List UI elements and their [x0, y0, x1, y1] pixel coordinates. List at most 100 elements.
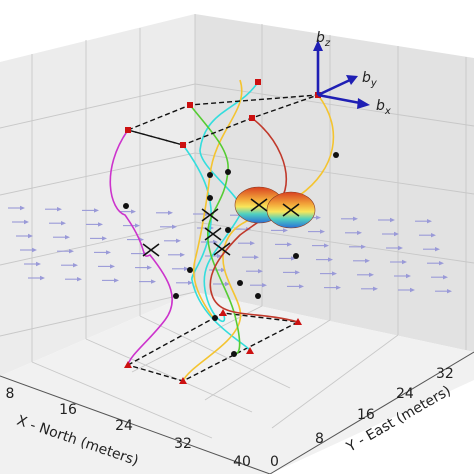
wind-arrowhead — [36, 261, 41, 267]
wind-arrowhead — [20, 205, 25, 211]
y-tick-label: 8 — [315, 431, 324, 447]
wind-arrowhead — [32, 247, 37, 253]
wind-arrowhead — [57, 207, 62, 212]
wind-arrowhead — [147, 265, 152, 270]
corner-marker — [219, 309, 227, 316]
wind-arrowhead — [353, 216, 358, 221]
wind-arrowhead — [94, 208, 99, 213]
waypoint-dot — [231, 351, 237, 357]
wind-arrowhead — [262, 283, 267, 288]
rotor-centers — [250, 198, 300, 217]
x-marker — [204, 227, 222, 241]
wind-arrowhead — [328, 257, 333, 262]
wind-arrowhead — [73, 263, 78, 268]
wind-arrowhead — [188, 280, 193, 285]
wind-arrowhead — [180, 252, 185, 257]
by-arrowhead — [346, 75, 358, 85]
bx-arrowhead — [357, 98, 370, 109]
wind-arrowhead — [40, 275, 45, 281]
wind-arrowhead — [287, 242, 292, 247]
x-axis-ticks: 8 16 24 32 40 — [6, 386, 251, 470]
gridlines — [0, 14, 474, 474]
yellow-trajectory-2 — [192, 79, 243, 321]
y-tick-label: 0 — [270, 454, 279, 470]
wind-arrowhead — [439, 261, 444, 266]
corner-marker — [124, 361, 132, 368]
yellow-trajectory-1 — [182, 94, 335, 382]
wind-arrowhead — [176, 238, 181, 243]
wind-arrowhead — [427, 219, 432, 224]
wind-arrowhead — [221, 267, 226, 273]
x-marker — [201, 208, 219, 222]
x-marker — [142, 243, 160, 257]
cyan-trajectory-1 — [182, 144, 251, 351]
corner-marker — [255, 79, 261, 85]
bz-arrowhead — [313, 40, 323, 51]
wind-arrowhead — [435, 247, 440, 252]
wind-arrowhead — [61, 221, 66, 226]
wind-arrowhead — [131, 209, 136, 214]
wind-arrowhead — [184, 266, 189, 271]
waypoint-dot — [237, 280, 243, 286]
wind-arrowhead — [283, 228, 288, 233]
wind-arrowhead — [390, 217, 395, 223]
wind-arrowhead — [369, 272, 374, 277]
axes-panes — [0, 14, 474, 474]
bx-label: bx — [376, 98, 391, 117]
rotor-disks — [234, 186, 316, 229]
corner-marker — [294, 318, 302, 325]
red-trajectory — [209, 117, 299, 323]
floor-pane — [0, 292, 474, 474]
corner-marker — [187, 102, 193, 108]
y-axis-ticks: 0 8 16 24 32 — [270, 366, 454, 470]
lower-dashed-rectangle — [126, 312, 301, 382]
x-tick-label: 8 — [6, 386, 15, 402]
wind-arrowhead — [373, 286, 378, 291]
wind-arrowhead — [398, 245, 403, 251]
waypoint-dot — [333, 152, 339, 158]
wind-arrowhead — [77, 277, 82, 282]
wind-arrowhead — [225, 281, 230, 287]
corner-marker — [246, 347, 254, 354]
y-tick-label: 16 — [357, 407, 375, 423]
wind-arrowhead — [65, 235, 70, 240]
wind-arrowhead — [361, 244, 366, 249]
corner-marker — [179, 377, 187, 384]
wind-arrowhead — [151, 279, 156, 284]
waypoint-dots — [123, 152, 339, 357]
waypoint-dot — [123, 203, 129, 209]
wind-arrowhead — [320, 229, 325, 234]
wind-arrowhead — [299, 284, 304, 289]
wind-arrowhead — [135, 223, 140, 228]
wind-arrowhead — [447, 289, 452, 294]
wind-arrowhead — [254, 255, 259, 260]
wind-arrowhead — [69, 249, 74, 254]
by-axis-arrow — [317, 78, 351, 97]
wind-arrowhead — [168, 210, 173, 215]
wind-arrowhead — [316, 215, 321, 220]
wind-arrowhead — [357, 230, 362, 235]
wind-arrowhead — [402, 259, 407, 265]
x-markers — [142, 208, 231, 257]
waypoint-dot — [212, 315, 218, 321]
wind-arrowhead — [443, 275, 448, 280]
wind-arrowhead — [394, 231, 399, 237]
waypoint-dot — [225, 169, 231, 175]
bz-label: bz — [316, 30, 331, 49]
magenta-trajectory — [109, 129, 174, 366]
corner-marker — [249, 115, 255, 121]
wind-arrowhead — [172, 224, 177, 229]
wind-arrowhead — [24, 219, 29, 225]
wind-arrowhead — [295, 270, 300, 275]
wind-arrowhead — [217, 253, 222, 259]
waypoint-dot — [187, 267, 193, 273]
waypoint-dot — [173, 293, 179, 299]
x-tick-label: 16 — [59, 402, 77, 418]
x-marker — [213, 242, 231, 256]
x-tick-label: 24 — [115, 418, 133, 434]
y-tick-label: 24 — [396, 386, 414, 402]
wind-arrowhead — [336, 285, 341, 290]
wind-arrowhead — [110, 264, 115, 269]
y-tick-label: 32 — [436, 366, 454, 382]
